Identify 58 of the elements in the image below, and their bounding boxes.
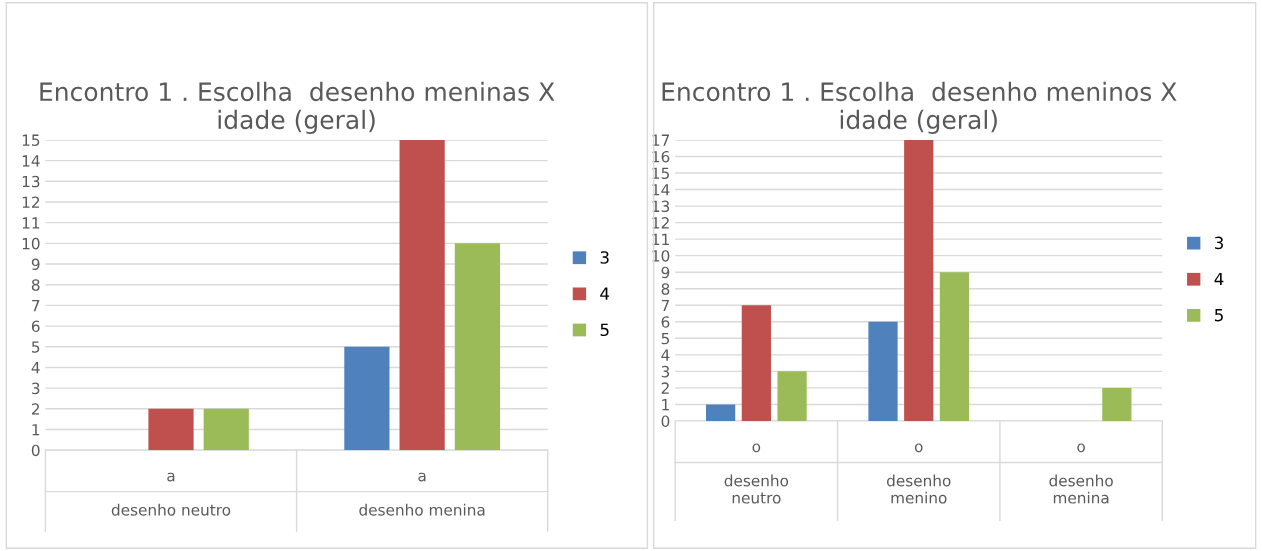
y-tick-label: 9 bbox=[31, 258, 40, 271]
y-tick-label: 10 bbox=[22, 237, 40, 250]
chart-title: Encontro 1 . Escolha desenho meninos X idade (geral) bbox=[662, 81, 1177, 135]
chart-title: Encontro 1 . Escolha desenho meninas X idade (geral) bbox=[40, 81, 555, 135]
y-tick-label: 12 bbox=[22, 196, 40, 208]
legend-label: 4 bbox=[1214, 272, 1224, 286]
bar bbox=[777, 371, 807, 421]
bar bbox=[399, 139, 445, 451]
y-tick-label: 4 bbox=[31, 362, 40, 374]
y-tick-label: 8 bbox=[661, 283, 670, 295]
y-tick-label: 4 bbox=[661, 349, 670, 361]
y-tick-label: 6 bbox=[31, 320, 40, 333]
category-label: o desenho neutro bbox=[724, 443, 789, 504]
y-tick-label: 13 bbox=[652, 200, 670, 213]
bar bbox=[904, 139, 934, 421]
y-tick-label: 7 bbox=[32, 300, 40, 312]
legend-label: 5 bbox=[1215, 309, 1223, 322]
legend-label: 4 bbox=[600, 287, 610, 300]
category-label: a desenho neutro bbox=[111, 472, 231, 516]
y-tick-label: 16 bbox=[652, 150, 670, 163]
y-tick-label: 5 bbox=[661, 332, 669, 345]
bar bbox=[1102, 387, 1132, 421]
category-label: o desenho menina bbox=[1049, 443, 1113, 504]
legend-label: 3 bbox=[1214, 236, 1223, 250]
category-label: o desenho menino bbox=[886, 443, 951, 504]
y-tick-label: 15 bbox=[652, 167, 669, 180]
y-tick-label: 15 bbox=[22, 134, 40, 146]
y-tick-label: 14 bbox=[652, 184, 670, 196]
legend-label: 3 bbox=[600, 251, 609, 264]
bar bbox=[148, 408, 194, 451]
bar bbox=[706, 404, 736, 421]
y-tick-label: 9 bbox=[661, 266, 670, 279]
y-tick-label: 11 bbox=[22, 217, 40, 229]
y-tick-label: 2 bbox=[661, 382, 669, 394]
y-tick-label: 10 bbox=[652, 250, 670, 262]
bar bbox=[939, 272, 970, 421]
y-tick-label: 3 bbox=[661, 365, 670, 378]
y-tick-label: 5 bbox=[32, 341, 40, 353]
y-tick-label: 2 bbox=[31, 403, 40, 415]
bar bbox=[203, 408, 249, 451]
y-tick-label: 7 bbox=[661, 299, 669, 312]
y-tick-label: 6 bbox=[661, 316, 670, 328]
y-tick-label: 3 bbox=[32, 382, 40, 395]
bar bbox=[868, 321, 898, 421]
y-tick-label: 17 bbox=[652, 134, 669, 146]
category-label: a desenho menina bbox=[359, 472, 485, 516]
y-tick-label: 13 bbox=[22, 175, 40, 188]
y-tick-label: 14 bbox=[22, 155, 40, 167]
y-tick-label: 0 bbox=[31, 444, 40, 457]
y-tick-label: 0 bbox=[661, 415, 670, 427]
y-tick-label: 1 bbox=[32, 424, 40, 436]
y-tick-label: 12 bbox=[652, 217, 669, 229]
bar bbox=[741, 305, 771, 421]
bar bbox=[344, 346, 390, 451]
y-tick-label: 1 bbox=[662, 399, 669, 411]
legend-label: 5 bbox=[600, 323, 609, 337]
y-tick-label: 8 bbox=[31, 279, 40, 291]
bar bbox=[454, 243, 500, 451]
